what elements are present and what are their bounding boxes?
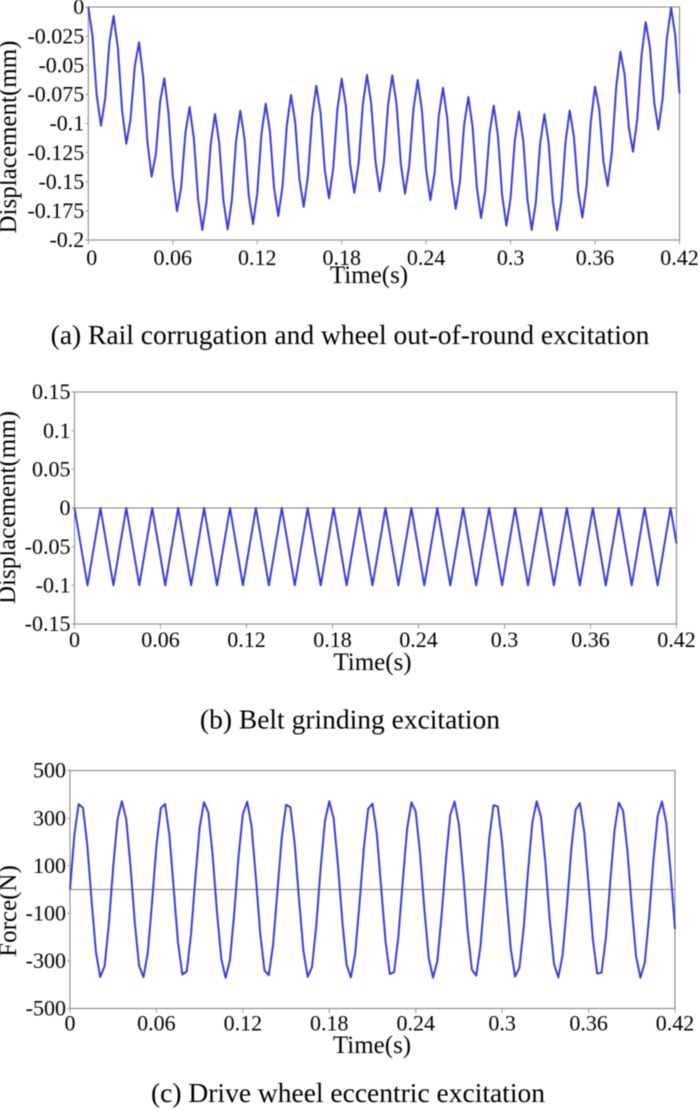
svg-text:0: 0 [86, 245, 97, 270]
svg-text:-0.1: -0.1 [49, 111, 84, 136]
svg-text:0.06: 0.06 [141, 627, 180, 652]
svg-text:-0.175: -0.175 [27, 198, 84, 223]
svg-text:0.42: 0.42 [656, 1011, 695, 1036]
svg-text:0.18: 0.18 [322, 245, 361, 270]
svg-text:300: 300 [33, 805, 66, 830]
svg-text:-500: -500 [26, 996, 66, 1021]
svg-text:0: 0 [73, 0, 84, 19]
svg-text:0.12: 0.12 [224, 1011, 263, 1036]
svg-text:0.3: 0.3 [491, 627, 519, 652]
svg-text:Time(s): Time(s) [333, 1032, 411, 1059]
svg-text:(c) Drive wheel eccentric exci: (c) Drive wheel eccentric excitation [151, 1077, 545, 1108]
svg-text:0.3: 0.3 [488, 1011, 516, 1036]
svg-text:-0.05: -0.05 [38, 53, 84, 78]
svg-text:-0.075: -0.075 [27, 82, 84, 107]
svg-text:500: 500 [33, 758, 66, 783]
svg-text:0.15: 0.15 [32, 379, 71, 404]
svg-text:-0.2: -0.2 [49, 227, 84, 252]
svg-text:0.1: 0.1 [43, 418, 71, 443]
svg-text:Time(s): Time(s) [333, 649, 411, 676]
svg-text:-300: -300 [26, 948, 66, 973]
svg-text:0.12: 0.12 [227, 627, 266, 652]
svg-text:0.24: 0.24 [399, 627, 438, 652]
svg-text:0.24: 0.24 [396, 1011, 435, 1036]
svg-text:0: 0 [65, 1011, 76, 1036]
svg-text:0.42: 0.42 [657, 627, 696, 652]
svg-text:Displacement(mm): Displacement(mm) [0, 411, 21, 604]
svg-text:0.3: 0.3 [497, 245, 525, 270]
svg-text:-0.125: -0.125 [27, 140, 84, 165]
svg-text:Force(N): Force(N) [0, 865, 22, 957]
svg-text:-0.025: -0.025 [27, 23, 84, 48]
svg-text:(a) Rail corrugation and wheel: (a) Rail corrugation and wheel out-of-ro… [51, 319, 650, 350]
svg-text:(b) Belt grinding excitation: (b) Belt grinding excitation [200, 704, 500, 735]
svg-text:0.36: 0.36 [569, 1011, 608, 1036]
svg-text:100: 100 [33, 853, 66, 878]
svg-text:0: 0 [60, 495, 71, 520]
svg-text:0.12: 0.12 [238, 245, 277, 270]
svg-text:0.24: 0.24 [407, 245, 446, 270]
svg-text:0.18: 0.18 [310, 1011, 349, 1036]
svg-text:-0.15: -0.15 [25, 611, 71, 636]
svg-text:-0.1: -0.1 [36, 573, 71, 598]
svg-text:0.36: 0.36 [576, 245, 615, 270]
svg-text:0.06: 0.06 [137, 1011, 176, 1036]
svg-text:Displacement(mm): Displacement(mm) [0, 41, 22, 234]
svg-text:Time(s): Time(s) [330, 262, 408, 289]
svg-text:0.06: 0.06 [154, 245, 193, 270]
svg-text:0.36: 0.36 [571, 627, 610, 652]
svg-text:-0.05: -0.05 [25, 534, 71, 559]
svg-text:0.05: 0.05 [32, 457, 71, 482]
svg-text:-0.15: -0.15 [38, 169, 84, 194]
svg-text:0.42: 0.42 [660, 245, 699, 270]
svg-text:0.18: 0.18 [313, 627, 352, 652]
svg-text:0: 0 [69, 627, 80, 652]
svg-text:-100: -100 [26, 901, 66, 926]
